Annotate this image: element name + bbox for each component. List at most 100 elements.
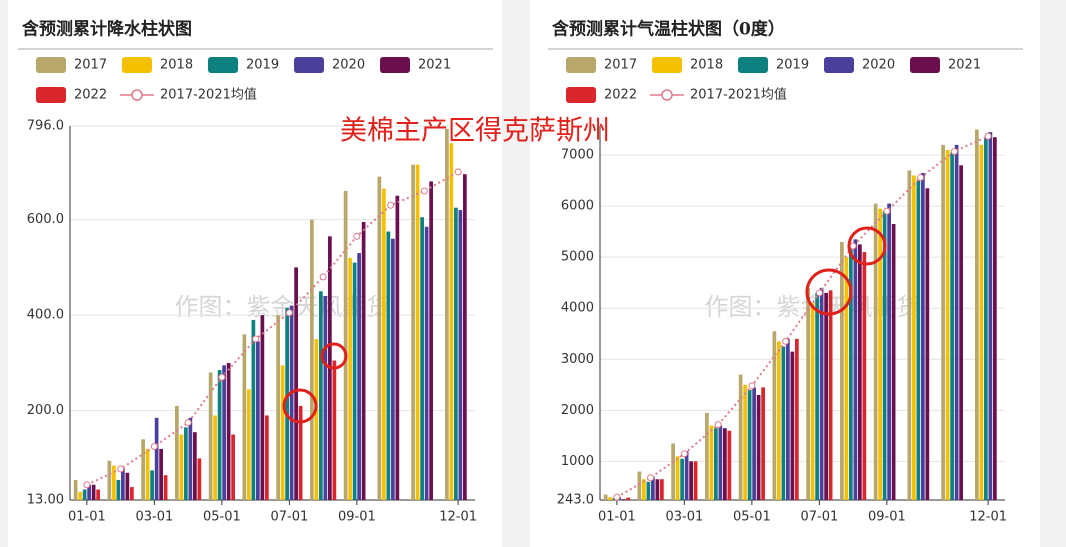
legend-label: 2020: [332, 58, 365, 73]
x-tick-label: 12-01: [969, 510, 1007, 525]
bar: [357, 253, 361, 500]
bar: [175, 405, 179, 500]
bar: [415, 164, 420, 501]
bar: [954, 144, 959, 501]
legend-swatch: [36, 87, 66, 103]
bar: [626, 497, 630, 500]
bar: [916, 180, 921, 500]
bar: [646, 481, 651, 500]
average-point: [252, 335, 260, 343]
bar: [231, 434, 235, 500]
average-point: [218, 373, 226, 381]
legend-label: 2021: [418, 58, 451, 73]
bar: [319, 291, 323, 500]
average-point: [984, 132, 992, 140]
bar: [125, 472, 130, 500]
bar: [276, 315, 280, 500]
bar: [718, 425, 723, 500]
y-tick-label: 7000: [561, 148, 594, 163]
legend-swatch: [824, 57, 854, 73]
average-point: [748, 382, 756, 390]
bar: [988, 132, 993, 500]
bar: [78, 491, 82, 500]
bar: [878, 208, 882, 501]
bar: [141, 439, 145, 500]
bar: [116, 479, 121, 500]
legend-swatch: [380, 57, 410, 73]
legend-label: 2021: [948, 58, 981, 73]
bar: [193, 432, 197, 500]
bar: [280, 365, 285, 500]
bar: [411, 164, 415, 501]
bar: [121, 467, 125, 500]
y-tick-label: 3000: [561, 352, 594, 367]
average-point: [883, 207, 891, 215]
bar: [689, 461, 693, 500]
bar: [945, 149, 950, 500]
bar: [449, 143, 454, 500]
bar: [73, 479, 78, 500]
average-point: [420, 187, 428, 195]
legend-label: 2018: [690, 58, 723, 73]
bar: [993, 137, 997, 500]
bar: [858, 244, 862, 500]
bar: [651, 476, 655, 500]
bar: [208, 372, 213, 500]
bar: [332, 360, 337, 500]
bar: [810, 303, 815, 500]
legend-label: 2019: [776, 58, 809, 73]
bar: [655, 479, 660, 500]
bar: [289, 305, 294, 500]
bar: [323, 296, 328, 500]
bar: [671, 443, 675, 500]
bar: [82, 489, 87, 500]
bar: [642, 479, 646, 500]
bar: [941, 144, 945, 501]
bar: [608, 497, 612, 500]
bar: [445, 128, 449, 500]
x-tick-label: 03-01: [135, 510, 173, 525]
average-point: [150, 443, 158, 451]
bar: [454, 207, 458, 500]
average-point: [950, 148, 958, 156]
legend-marker: [131, 89, 143, 101]
bar: [790, 351, 795, 500]
bar: [352, 262, 357, 500]
legend-label: 2017-2021均值: [160, 87, 257, 103]
average-point: [647, 474, 655, 482]
legend-label: 2019: [246, 58, 279, 73]
bar: [815, 292, 819, 500]
bar: [386, 231, 391, 500]
bar: [197, 458, 202, 500]
bar: [247, 389, 251, 500]
bar: [873, 203, 878, 500]
bar: [907, 170, 912, 500]
bar: [709, 425, 714, 500]
x-tick-label: 07-01: [270, 510, 308, 525]
bar: [96, 489, 100, 500]
bar: [675, 456, 680, 500]
bar: [260, 315, 265, 500]
bar: [463, 174, 467, 500]
bar: [756, 395, 761, 500]
highlight-circle: [805, 268, 853, 316]
bar: [882, 211, 887, 500]
legend-swatch: [566, 57, 596, 73]
bar: [979, 144, 984, 501]
bar: [921, 172, 925, 500]
bar: [251, 319, 256, 500]
y-tick-label: 6000: [561, 199, 594, 214]
bar: [660, 479, 664, 500]
x-tick-label: 09-01: [338, 510, 376, 525]
bar: [984, 137, 988, 500]
highlight-circle: [847, 226, 887, 266]
bar: [294, 267, 298, 500]
bar: [621, 499, 626, 500]
y-tick-label: 1000: [561, 454, 594, 469]
x-tick-label: 12-01: [439, 510, 477, 525]
chart-title: 含预测累计降水柱状图: [22, 19, 192, 40]
legend-swatch: [294, 57, 324, 73]
legend-swatch: [652, 57, 682, 73]
legend-swatch: [36, 57, 66, 73]
annotation: 美棉主产区得克萨斯州: [340, 116, 610, 147]
